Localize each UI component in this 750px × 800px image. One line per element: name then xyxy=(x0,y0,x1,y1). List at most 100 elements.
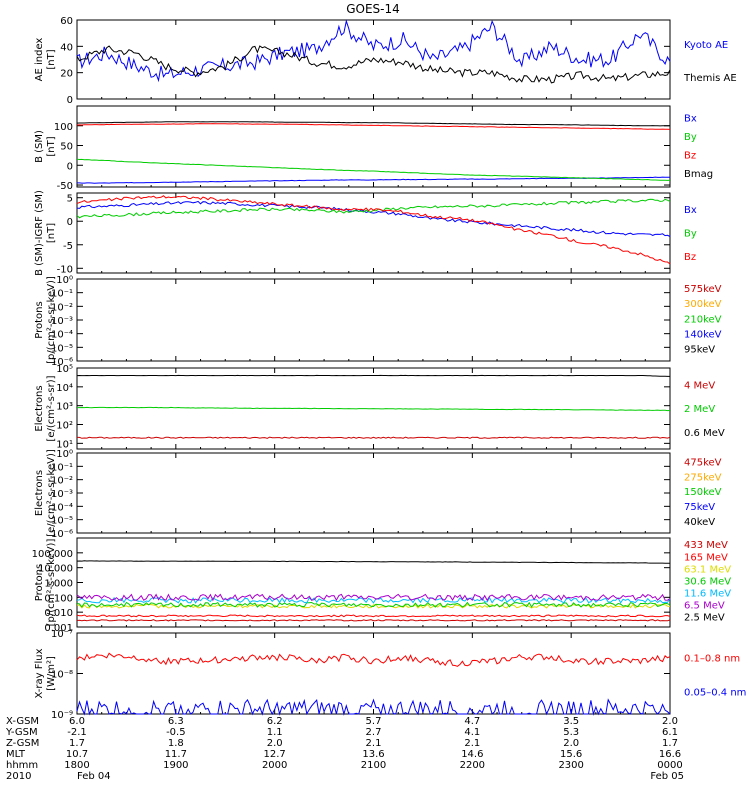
y-tick-label: 0.001 xyxy=(44,623,73,634)
series-line-6-3 xyxy=(76,601,671,608)
y-tick-label: 10⁻⁴ xyxy=(51,502,73,513)
panel-frame xyxy=(76,537,671,628)
x-axis-value: 1.7 xyxy=(662,738,678,749)
legend-label: 0.1–0.8 nm xyxy=(684,654,740,665)
x-axis-value: 6.1 xyxy=(662,727,678,738)
legend-label: Bz xyxy=(684,252,696,263)
x-axis-value: -2.1 xyxy=(67,727,87,738)
series-line-0-1 xyxy=(76,45,671,84)
legend-label: Kyoto AE xyxy=(684,40,728,51)
y-tick-label: 10⁻¹ xyxy=(51,462,73,473)
x-axis-row-label: Y-GSM xyxy=(5,727,38,738)
x-axis-value: 3.5 xyxy=(563,716,579,727)
x-axis-value: 2.0 xyxy=(267,738,283,749)
x-axis-value: 6.3 xyxy=(168,716,184,727)
legend-label: 75keV xyxy=(684,502,715,513)
y-tick-label: 10⁻² xyxy=(51,476,73,487)
x-axis-value: 2.1 xyxy=(464,738,480,749)
legend-label: Bz xyxy=(684,150,696,161)
y-tick-label: 0 xyxy=(67,217,73,228)
y-tick-label: 10⁻⁵ xyxy=(51,343,73,354)
y-tick-label: 10⁻⁶ xyxy=(51,357,73,368)
panels: 0 20 40 60 AE index [nT] Kyoto AE Themis AE -5 0 0… xyxy=(32,16,747,721)
y-axis-unit: [p/(cm²-s-sr-keV)] xyxy=(46,276,57,364)
legend-label: 165 MeV xyxy=(684,552,728,563)
legend-label: Bx xyxy=(684,114,697,125)
series-line-0-0 xyxy=(76,19,671,83)
y-axis-label: Electrons xyxy=(34,385,45,431)
x-axis-value: 1.7 xyxy=(69,738,85,749)
y-tick-label: 1.000 xyxy=(44,579,73,590)
series-line-6-5 xyxy=(76,593,671,602)
legend-label: Themis AE xyxy=(683,73,737,84)
legend-label: By xyxy=(684,229,697,240)
x-axis-value: 10.7 xyxy=(66,749,88,760)
legend-label: 140keV xyxy=(684,329,722,340)
y-tick-label: 10⁻⁸ xyxy=(51,670,73,681)
x-axis-row-label: X-GSM xyxy=(6,716,39,727)
panel-frame xyxy=(76,452,671,534)
x-axis-value: 15.6 xyxy=(560,749,582,760)
x-axis-row-label: 2010 xyxy=(6,771,31,782)
legend-label: 63.1 MeV xyxy=(684,564,731,575)
y-tick-label: 0 xyxy=(67,95,73,106)
panel-1: -50 0 50 100 B (SM) [nT] Bx By Bz Bmag xyxy=(34,105,713,192)
legend-label: By xyxy=(684,132,697,143)
x-axis-value: 12.7 xyxy=(264,749,286,760)
x-axis-value: 1900 xyxy=(163,760,188,771)
panel-frame xyxy=(76,192,671,274)
x-axis-value: 14.6 xyxy=(461,749,483,760)
panel-4: 10¹ 10² 10³ 10⁴ 10⁵ Electrons [e/(cm²-s-sr)] 4 … xyxy=(34,364,725,450)
legend-label: 475keV xyxy=(684,458,722,469)
y-axis-unit: [W/m²] xyxy=(46,656,57,691)
x-axis-value: 2.0 xyxy=(662,716,678,727)
x-axis-value: 2.7 xyxy=(366,727,382,738)
y-tick-label: 40 xyxy=(60,42,73,53)
y-tick-label: 5 xyxy=(67,194,73,205)
x-axis-value: 1.8 xyxy=(168,738,184,749)
y-tick-label: 10³ xyxy=(56,402,73,413)
series-line-7-0 xyxy=(76,652,671,667)
y-tick-label: 10⁰ xyxy=(56,275,73,286)
y-axis-unit: [nT] xyxy=(46,136,57,156)
y-tick-label: 10⁻⁷ xyxy=(51,629,73,640)
x-axis-value: 5.3 xyxy=(563,727,579,738)
x-axis-value: 2.1 xyxy=(366,738,382,749)
legend-label: 4 MeV xyxy=(684,380,715,391)
y-tick-label: 60 xyxy=(60,16,73,27)
y-tick-label: 100.000 xyxy=(32,549,73,560)
y-axis-unit: [e/(cm²-s-sr-keV)] xyxy=(46,449,57,537)
y-tick-label: 50 xyxy=(60,142,73,153)
x-axis-value: 6.2 xyxy=(267,716,283,727)
panel-2: -10 -5 0 5 B (SM)-IGRF (SM) [nT] Bx By Bz xyxy=(34,190,697,276)
y-tick-label: 10⁰ xyxy=(56,449,73,460)
y-axis-unit: [nT] xyxy=(46,223,57,243)
x-axis-value: Feb 05 xyxy=(650,771,684,782)
legend-label: 150keV xyxy=(684,487,722,498)
series-line-2-2 xyxy=(76,195,671,265)
x-axis-value: 0000 xyxy=(657,760,682,771)
x-axis-value: 4.7 xyxy=(464,716,480,727)
y-axis-unit: [e/(cm²-s-sr)] xyxy=(46,375,57,441)
x-axis-value: 2200 xyxy=(460,760,485,771)
y-axis-label: Protons xyxy=(34,564,45,601)
y-tick-label: 10.000 xyxy=(38,564,73,575)
panel-0: 0 20 40 60 AE index [nT] Kyoto AE Themis AE xyxy=(34,16,737,106)
y-axis-label: Electrons xyxy=(34,470,45,516)
x-axis-row-label: Z-GSM xyxy=(6,738,39,749)
y-tick-label: 10⁵ xyxy=(56,364,73,375)
y-axis-label: B (SM)-IGRF (SM) xyxy=(34,190,45,276)
legend-label: 300keV xyxy=(684,299,722,310)
panel-7: 10⁻⁹ 10⁻⁸ 10⁻⁷ X-ray Flux [W/m²] 0.1–0.8 nm 0.… xyxy=(34,629,746,721)
y-axis-label: AE index xyxy=(34,38,45,82)
y-tick-label: 10⁻⁹ xyxy=(51,710,73,721)
x-axis-row-label: hhmm xyxy=(6,760,38,771)
series-line-6-6 xyxy=(76,560,670,564)
y-tick-label: 10⁻⁵ xyxy=(51,516,73,527)
x-axis-value: 2100 xyxy=(361,760,386,771)
y-tick-label: -5 xyxy=(63,241,73,252)
legend-label: 275keV xyxy=(684,472,722,483)
x-axis-value: 2.0 xyxy=(563,738,579,749)
y-tick-label: 20 xyxy=(60,69,73,80)
